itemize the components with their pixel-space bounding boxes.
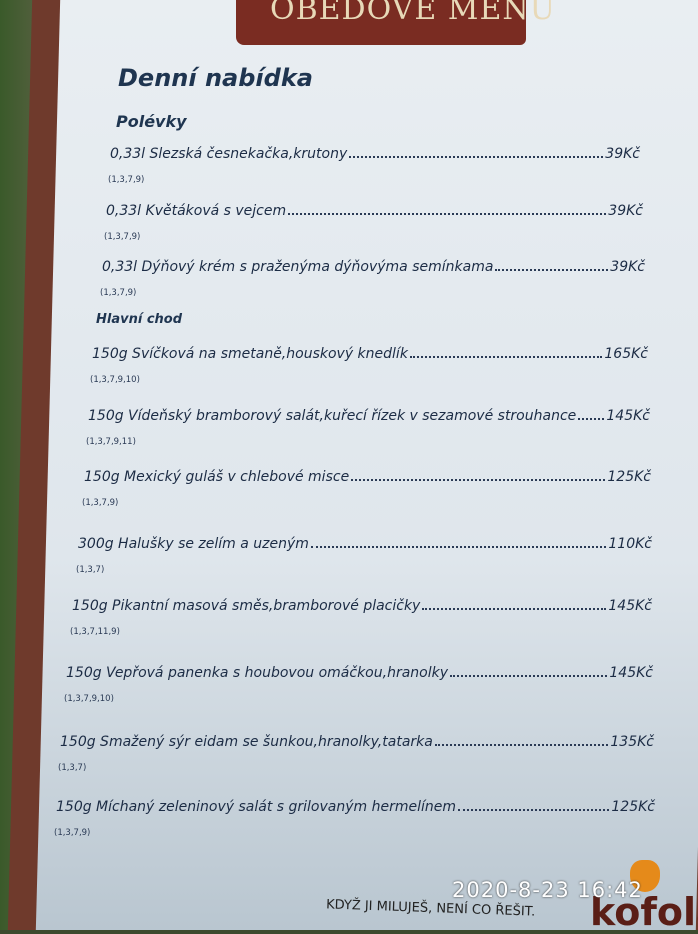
kofola-leaf-logo: [630, 860, 660, 892]
item-name: 150g Svíčková na smetaně,houskový knedlí…: [92, 346, 408, 362]
dot-leader: [458, 809, 610, 811]
item-name: 0,33l Slezská česnekačka,krutony: [110, 146, 348, 162]
item-allergens: (1,3,7,9): [104, 232, 141, 242]
brand-logo: kofola: [590, 890, 698, 934]
item-allergens: (1,3,7,9,10): [90, 375, 140, 385]
dot-leader: [450, 675, 608, 677]
menu-item: 150g Mexický guláš v chlebové misce 125Kč: [84, 469, 651, 485]
menu-item: 150g Svíčková na smetaně,houskový knedlí…: [92, 346, 648, 362]
item-name: 150g Smažený sýr eidam se šunkou,hranolk…: [60, 734, 433, 750]
item-price: 165Kč: [604, 346, 648, 362]
dot-leader: [495, 269, 609, 271]
menu-item: 0,33l Dýňový krém s praženýma dýňovýma s…: [102, 259, 645, 275]
dot-leader: [422, 608, 607, 610]
menu-title: Denní nabídka: [118, 64, 313, 92]
menu-item: 150g Vídeňský bramborový salát,kuřecí ří…: [88, 408, 650, 424]
dot-leader: [578, 418, 605, 420]
menu-item: 0,33l Slezská česnekačka,krutony 39Kč: [110, 146, 640, 162]
banner-title: OBĚDOVÉ MENU: [270, 0, 556, 27]
item-allergens: (1,3,7,9): [108, 175, 145, 185]
item-allergens: (1,3,7,9,10): [64, 694, 114, 704]
item-price: 125Kč: [611, 799, 655, 815]
section-heading: Polévky: [116, 112, 187, 131]
photo-timestamp: 2020-8-23 16:42: [452, 878, 643, 902]
item-allergens: (1,3,7): [58, 763, 87, 773]
dot-leader: [349, 156, 604, 158]
item-name: 150g Vepřová panenka s houbovou omáčkou,…: [66, 665, 448, 681]
dot-leader: [288, 213, 607, 215]
item-allergens: (1,3,7,9,11): [86, 437, 136, 447]
item-price: 135Kč: [610, 734, 654, 750]
item-name: 300g Halušky se zelím a uzeným: [78, 536, 309, 552]
item-allergens: (1,3,7,9): [82, 498, 119, 508]
menu-item: 0,33l Květáková s vejcem 39Kč: [106, 203, 643, 219]
menu-paper: [35, 0, 698, 930]
section-heading: Hlavní chod: [96, 312, 183, 327]
item-price: 145Kč: [608, 598, 652, 614]
menu-item: 150g Pikantní masová směs,bramborové pla…: [72, 598, 652, 614]
menu-item: 150g Míchaný zeleninový salát s grilovan…: [56, 799, 655, 815]
item-name: 150g Pikantní masová směs,bramborové pla…: [72, 598, 421, 614]
item-name: 150g Mexický guláš v chlebové misce: [84, 469, 350, 485]
menu-item: 150g Smažený sýr eidam se šunkou,hranolk…: [60, 734, 654, 750]
item-price: 110Kč: [608, 536, 652, 552]
item-name: 0,33l Květáková s vejcem: [106, 203, 287, 219]
dot-leader: [409, 356, 603, 358]
item-price: 39Kč: [608, 203, 643, 219]
item-price: 145Kč: [606, 408, 650, 424]
dot-leader: [310, 546, 607, 548]
item-price: 145Kč: [609, 665, 653, 681]
menu-item: 150g Vepřová panenka s houbovou omáčkou,…: [66, 665, 653, 681]
item-allergens: (1,3,7,11,9): [70, 627, 120, 637]
item-allergens: (1,3,7,9): [100, 288, 137, 298]
item-price: 39Kč: [605, 146, 640, 162]
item-price: 39Kč: [610, 259, 645, 275]
menu-item: 300g Halušky se zelím a uzeným 110Kč: [78, 536, 652, 552]
dot-leader: [434, 744, 609, 746]
item-name: 150g Vídeňský bramborový salát,kuřecí ří…: [88, 408, 577, 424]
item-allergens: (1,3,7,9): [54, 828, 91, 838]
item-name: 0,33l Dýňový krém s praženýma dýňovýma s…: [102, 259, 494, 275]
item-price: 125Kč: [607, 469, 651, 485]
dot-leader: [351, 479, 606, 481]
menu-banner: [236, 0, 526, 45]
item-name: 150g Míchaný zeleninový salát s grilovan…: [56, 799, 456, 815]
item-allergens: (1,3,7): [76, 565, 105, 575]
